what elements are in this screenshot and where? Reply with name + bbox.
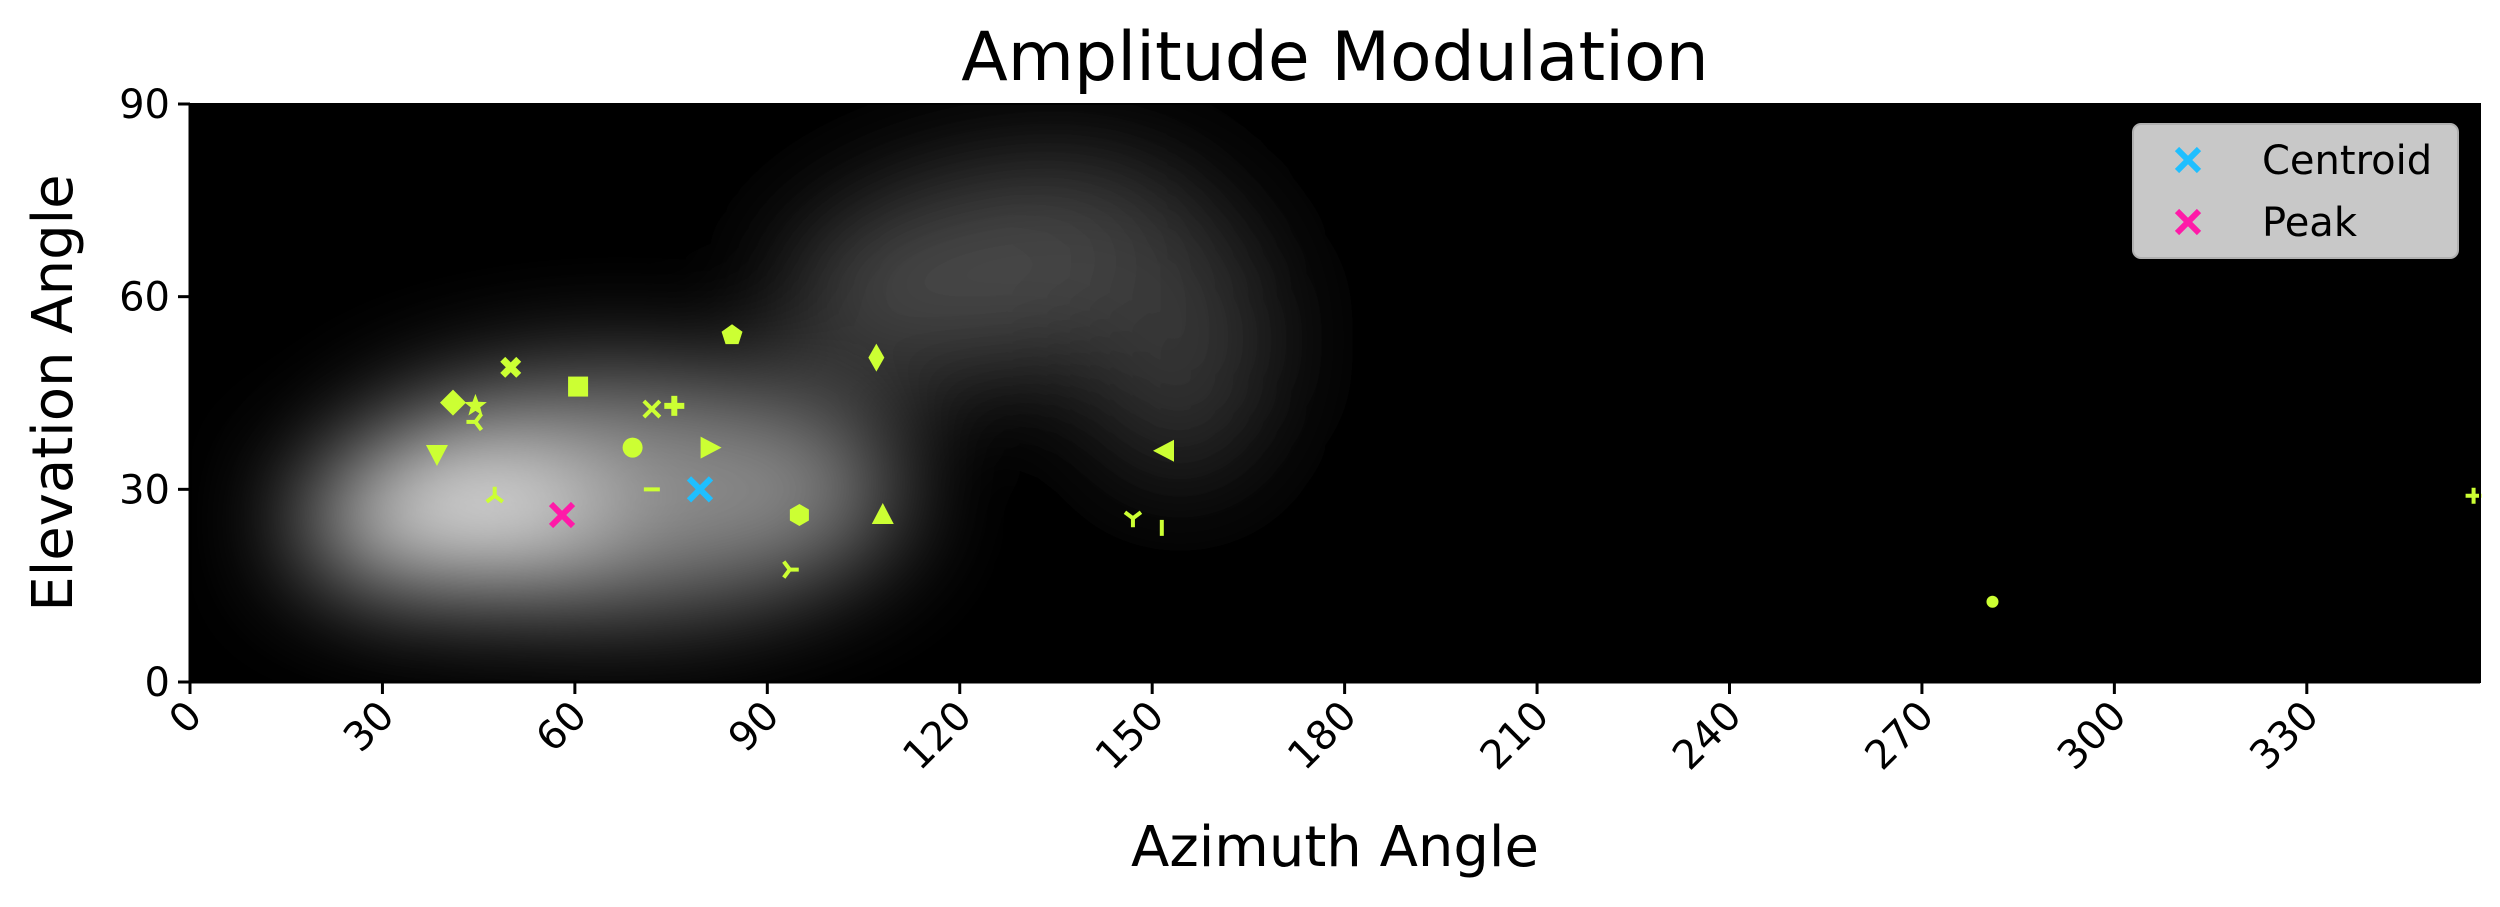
x-tick-label: 240 bbox=[1664, 693, 1751, 780]
data-point bbox=[700, 436, 722, 459]
legend-item: Peak bbox=[2174, 200, 2358, 246]
heatmap-bright-center bbox=[370, 465, 590, 555]
series-layer bbox=[548, 476, 714, 529]
data-point bbox=[500, 356, 522, 378]
data-point bbox=[1153, 439, 1175, 462]
x-tick-label: 210 bbox=[1472, 693, 1559, 780]
data-point bbox=[871, 503, 894, 525]
x-tick-label: 120 bbox=[894, 693, 981, 780]
y-tick-label: 30 bbox=[119, 467, 170, 513]
heatmap-arc-tail bbox=[1090, 200, 1270, 480]
x-axis-label: Azimuth Angle bbox=[1131, 815, 1539, 880]
series-marker-peak bbox=[548, 501, 576, 529]
plot-area bbox=[190, 104, 2482, 682]
data-point bbox=[664, 395, 685, 416]
legend: Centroid Peak bbox=[2132, 123, 2459, 259]
x-tick-label: 270 bbox=[1856, 693, 1943, 780]
series-marker-centroid bbox=[686, 476, 714, 503]
data-point bbox=[464, 393, 487, 416]
data-point bbox=[622, 437, 643, 458]
x-tick-label: 300 bbox=[2049, 693, 2136, 780]
chart-title: Amplitude Modulation bbox=[961, 18, 1708, 97]
x-tick-label: 90 bbox=[720, 693, 789, 762]
x-tick-label: 180 bbox=[1279, 693, 1366, 780]
data-point bbox=[439, 389, 466, 416]
data-point bbox=[485, 486, 504, 504]
x-axis: 0 30 60 90 120 150 180 210 240 270 300 330 bbox=[161, 680, 2480, 780]
y-tick-label: 60 bbox=[119, 275, 170, 321]
data-point bbox=[789, 504, 809, 527]
data-point bbox=[782, 560, 799, 579]
x-tick-label: 30 bbox=[335, 693, 404, 762]
data-point bbox=[868, 343, 885, 372]
heatmap-field bbox=[300, 164, 1270, 605]
legend-label: Peak bbox=[2262, 200, 2358, 246]
y-tick-label: 0 bbox=[145, 660, 170, 706]
data-point bbox=[568, 376, 589, 397]
data-point bbox=[2465, 487, 2482, 504]
data-point bbox=[642, 399, 662, 419]
y-axis-label: Elevation Angle bbox=[21, 174, 86, 611]
data-point bbox=[1986, 595, 1999, 608]
data-point bbox=[1123, 510, 1143, 528]
x-tick-label: 150 bbox=[1087, 693, 1174, 780]
plot-frame bbox=[189, 103, 2481, 683]
x-tick-label: 330 bbox=[2241, 693, 2328, 780]
legend-box bbox=[2132, 123, 2459, 259]
legend-label: Centroid bbox=[2262, 138, 2432, 184]
data-point bbox=[425, 445, 448, 467]
data-point bbox=[466, 412, 484, 432]
y-tick-label: 90 bbox=[119, 82, 170, 128]
x-tick-label: 60 bbox=[527, 693, 596, 762]
data-point bbox=[721, 324, 743, 345]
legend-item: Centroid bbox=[2174, 138, 2432, 184]
y-axis: 0 30 60 90 bbox=[119, 82, 192, 706]
points-layer bbox=[425, 324, 2482, 608]
